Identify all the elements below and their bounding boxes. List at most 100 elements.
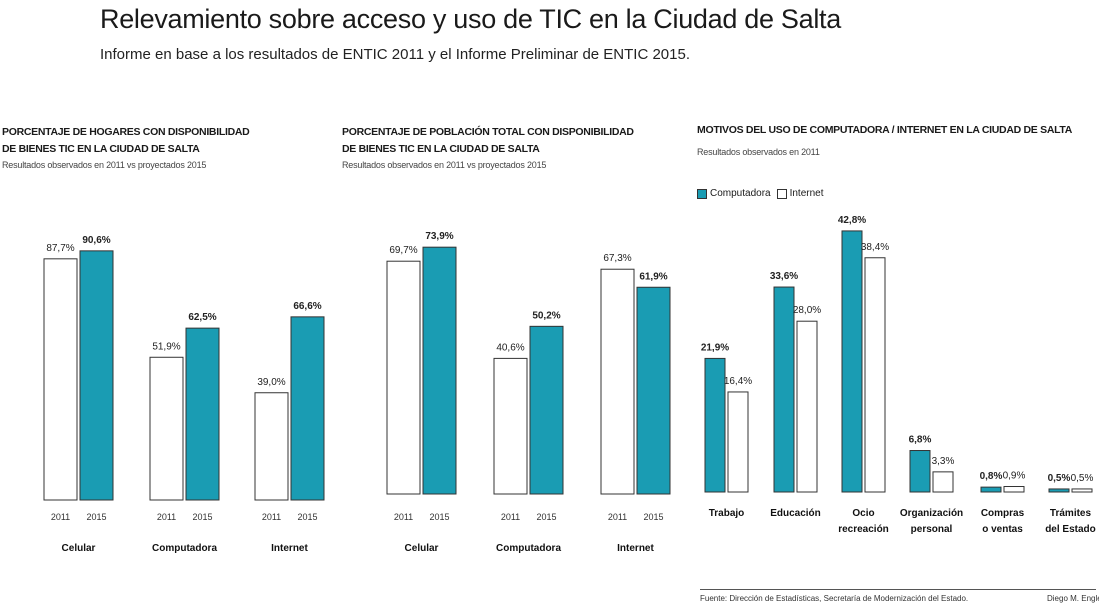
chart2-category-label-computadora: Computadora xyxy=(496,543,561,554)
legend-swatch-computadora xyxy=(697,188,707,199)
chart1-celular-y2015-value-label: 90,6% xyxy=(82,235,110,246)
chart3-category-label-compras-line1: Compras xyxy=(981,508,1025,519)
panel-hogares-header: PORCENTAJE DE HOGARES CON DISPONIBILIDAD… xyxy=(2,124,250,172)
chart2-category-label-celular: Celular xyxy=(405,543,439,554)
chart3-ocio-computadora-value-label: 42,8% xyxy=(838,215,866,226)
chart3-category-label-organizacion-line1: Organización xyxy=(900,508,963,519)
chart1-celular-y2015-bar xyxy=(79,250,114,501)
chart2-computadora-y2011-year-label: 2011 xyxy=(501,512,520,522)
chart3-organizacion-internet-bar xyxy=(932,471,954,493)
chart1-category-label-computadora: Computadora xyxy=(152,543,217,554)
chart2-internet-y2015-bar xyxy=(636,286,671,495)
chart2-computadora-y2015-bar xyxy=(529,325,564,495)
page-title: Relevamiento sobre acceso y uso de TIC e… xyxy=(100,4,841,34)
chart3-educacion-internet-value-label: 28,0% xyxy=(793,305,821,316)
chart1-computadora-y2011-year-label: 2011 xyxy=(157,512,176,522)
chart2-internet-y2011-bar xyxy=(600,268,635,495)
chart3-compras-internet-bar xyxy=(1003,486,1025,493)
legend-item-internet: Internet xyxy=(776,188,824,199)
chart1-internet-y2015-value-label: 66,6% xyxy=(293,301,321,312)
chart1-internet-y2011-value-label: 39,0% xyxy=(257,377,285,388)
chart3-category-label-organizacion-line2: personal xyxy=(911,524,953,535)
chart3-ocio-internet-value-label: 38,4% xyxy=(861,242,889,253)
chart3-category-label-ocio-line2: recreación xyxy=(838,524,889,535)
chart1-computadora-y2015-year-label: 2015 xyxy=(192,512,212,522)
chart3-trabajo-internet-bar xyxy=(727,391,749,493)
chart3-organizacion-computadora-value-label: 6,8% xyxy=(909,435,932,446)
chart2-computadora-y2015-value-label: 50,2% xyxy=(532,310,560,321)
chart3-educacion-computadora-value-label: 33,6% xyxy=(770,271,798,282)
chart2-internet-y2011-year-label: 2011 xyxy=(608,512,627,522)
chart3-category-label-ocio-line1: Ocio xyxy=(852,508,874,519)
chart3-category-label-educacion: Educación xyxy=(770,508,821,519)
chart2-celular-y2015-bar xyxy=(422,246,457,495)
panel-motivos-title: MOTIVOS DEL USO DE COMPUTADORA / INTERNE… xyxy=(697,124,1073,136)
chart3-tramites-internet-value-label: 0,5% xyxy=(1071,473,1094,484)
chart3-trabajo-computadora-value-label: 21,9% xyxy=(701,342,729,353)
chart3-tramites-internet-bar xyxy=(1071,488,1093,493)
chart2-celular-y2015-year-label: 2015 xyxy=(429,512,449,522)
chart3-category-label-compras-line2: o ventas xyxy=(982,524,1023,535)
chart1-computadora-y2015-value-label: 62,5% xyxy=(188,312,216,323)
panel-motivos-note: Resultados observados en 2011 xyxy=(697,147,820,157)
motivos-legend: Computadora Internet xyxy=(697,188,830,199)
chart3-organizacion-computadora-bar xyxy=(909,450,931,493)
panel-hogares-note: Resultados observados en 2011 vs proyect… xyxy=(2,160,207,170)
panel-poblacion-title-line2: DE BIENES TIC EN LA CIUDAD DE SALTA xyxy=(342,143,540,155)
legend-item-computadora: Computadora xyxy=(697,188,771,199)
chart1-category-label-celular: Celular xyxy=(62,543,96,554)
chart2-internet-y2015-value-label: 61,9% xyxy=(639,271,667,282)
panel-poblacion-note: Resultados observados en 2011 vs proyect… xyxy=(342,160,547,170)
footer-divider xyxy=(700,589,1096,590)
chart1-celular-y2011-year-label: 2011 xyxy=(51,512,70,522)
chart2-celular-y2011-bar xyxy=(386,260,421,495)
chart3-organizacion-internet-value-label: 3,3% xyxy=(932,456,955,467)
chart2-internet-y2011-value-label: 67,3% xyxy=(603,253,631,264)
chart3-educacion-internet-bar xyxy=(796,320,818,493)
chart2-celular-y2011-year-label: 2011 xyxy=(394,512,413,522)
chart1-category-label-internet: Internet xyxy=(271,543,308,554)
chart3-trabajo-internet-value-label: 16,4% xyxy=(724,376,752,387)
chart1-internet-y2015-year-label: 2015 xyxy=(297,512,317,522)
chart2-internet-y2015-year-label: 2015 xyxy=(643,512,663,522)
chart3-ocio-internet-bar xyxy=(864,257,886,493)
chart3-category-label-trabajo: Trabajo xyxy=(709,508,745,519)
panel-hogares-title-line2: DE BIENES TIC EN LA CIUDAD DE SALTA xyxy=(2,143,200,155)
chart3-category-label-tramites-line2: del Estado xyxy=(1045,524,1096,535)
chart1-celular-y2011-value-label: 87,7% xyxy=(46,243,74,254)
chart3-compras-computadora-bar xyxy=(980,486,1002,493)
chart3-tramites-computadora-value-label: 0,5% xyxy=(1048,473,1071,484)
legend-label-computadora: Computadora xyxy=(710,188,771,199)
chart1-celular-y2011-bar xyxy=(43,258,78,501)
chart3-compras-computadora-value-label: 0,8% xyxy=(980,471,1003,482)
chart2-computadora-y2011-value-label: 40,6% xyxy=(496,342,524,353)
chart2-computadora-y2015-year-label: 2015 xyxy=(536,512,556,522)
chart3-compras-internet-value-label: 0,9% xyxy=(1003,471,1026,482)
chart2-computadora-y2011-bar xyxy=(493,357,528,495)
chart1-computadora-y2015-bar xyxy=(185,327,220,501)
chart2-celular-y2015-value-label: 73,9% xyxy=(425,231,453,242)
panel-poblacion-header: PORCENTAJE DE POBLACIÓN TOTAL CON DISPON… xyxy=(342,124,634,172)
chart3-trabajo-computadora-bar xyxy=(704,357,726,493)
panel-hogares-title-line1: PORCENTAJE DE HOGARES CON DISPONIBILIDAD xyxy=(2,126,250,138)
chart1-internet-y2015-bar xyxy=(290,316,325,501)
legend-label-internet: Internet xyxy=(789,188,824,199)
footer-source: Fuente: Dirección de Estadísticas, Secre… xyxy=(700,594,969,603)
chart1-internet-y2011-year-label: 2011 xyxy=(262,512,281,522)
chart2-category-label-internet: Internet xyxy=(617,543,654,554)
page-subtitle: Informe en base a los resultados de ENTI… xyxy=(100,46,691,63)
chart3-category-label-tramites-line1: Trámites xyxy=(1050,508,1092,519)
chart3-tramites-computadora-bar xyxy=(1048,488,1070,493)
chart1-computadora-y2011-bar xyxy=(149,356,184,501)
legend-swatch-internet xyxy=(776,188,787,199)
chart1-celular-y2015-year-label: 2015 xyxy=(86,512,106,522)
chart3-educacion-computadora-bar xyxy=(773,286,795,493)
panel-motivos-header: MOTIVOS DEL USO DE COMPUTADORA / INTERNE… xyxy=(697,122,1072,159)
panel-poblacion-title-line1: PORCENTAJE DE POBLACIÓN TOTAL CON DISPON… xyxy=(342,126,634,138)
chart3-ocio-computadora-bar xyxy=(841,230,863,493)
chart1-internet-y2011-bar xyxy=(254,392,289,501)
chart1-computadora-y2011-value-label: 51,9% xyxy=(152,341,180,352)
chart2-celular-y2011-value-label: 69,7% xyxy=(389,245,417,256)
footer-author: Diego M. Engle xyxy=(1047,594,1099,603)
